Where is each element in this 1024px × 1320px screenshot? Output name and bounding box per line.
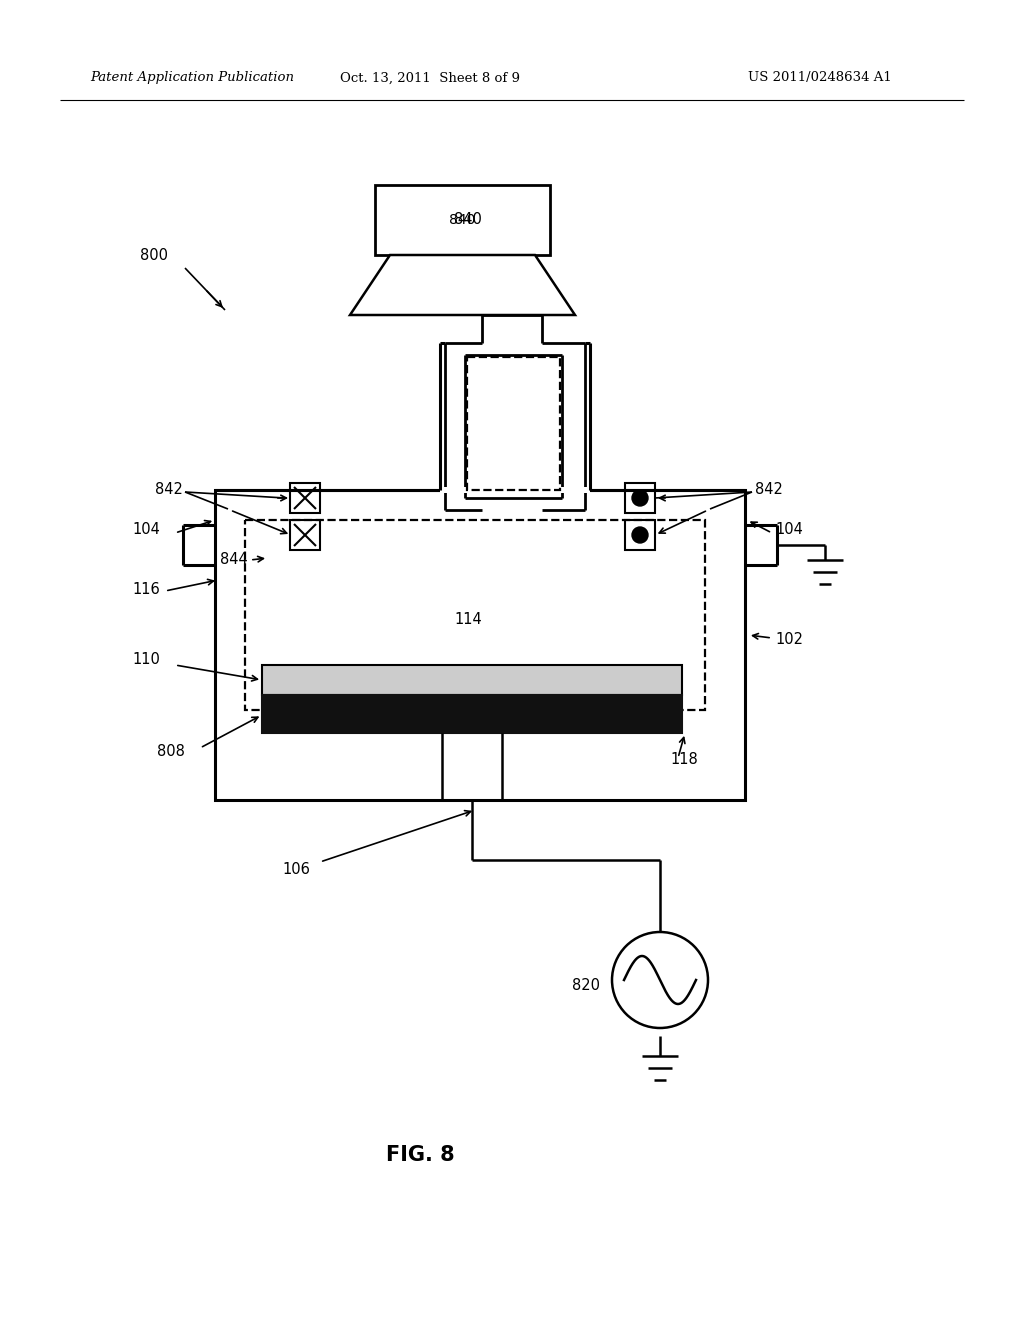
Bar — [215, 490, 745, 800]
Text: 840: 840 — [450, 213, 476, 227]
Bar — [375, 185, 550, 255]
Polygon shape — [350, 255, 575, 315]
Text: 114: 114 — [454, 612, 482, 627]
Bar — [625, 520, 655, 550]
Bar — [262, 665, 682, 696]
Text: Oct. 13, 2011  Sheet 8 of 9: Oct. 13, 2011 Sheet 8 of 9 — [340, 71, 520, 84]
Text: FIG. 8: FIG. 8 — [386, 1144, 455, 1166]
Text: 844: 844 — [220, 553, 248, 568]
Bar — [262, 696, 682, 733]
Circle shape — [632, 527, 648, 543]
Text: 110: 110 — [132, 652, 160, 668]
Bar — [245, 520, 705, 710]
Text: 104: 104 — [132, 523, 160, 537]
Bar — [625, 483, 655, 513]
Text: 116: 116 — [132, 582, 160, 598]
Text: 842: 842 — [155, 483, 183, 498]
Text: 118: 118 — [670, 752, 697, 767]
Bar — [467, 356, 560, 490]
Text: 800: 800 — [140, 248, 168, 263]
Text: Patent Application Publication: Patent Application Publication — [90, 71, 294, 84]
Text: US 2011/0248634 A1: US 2011/0248634 A1 — [749, 71, 892, 84]
Text: 104: 104 — [775, 523, 803, 537]
Bar — [290, 520, 319, 550]
Text: 840: 840 — [454, 213, 482, 227]
Text: 842: 842 — [755, 483, 783, 498]
Text: 820: 820 — [572, 978, 600, 993]
Bar — [440, 487, 590, 492]
Bar — [290, 483, 319, 513]
Circle shape — [632, 490, 648, 506]
Text: 102: 102 — [775, 632, 803, 648]
Text: 808: 808 — [157, 744, 185, 759]
Text: 106: 106 — [283, 862, 310, 878]
